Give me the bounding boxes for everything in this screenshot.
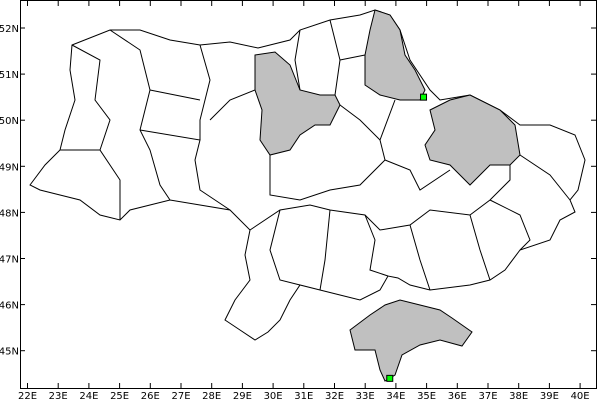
region-border (409, 224, 431, 291)
x-tick-label: 35E (417, 391, 436, 400)
x-tick-label: 32E (325, 391, 344, 400)
x-tick-label: 40E (571, 391, 590, 400)
y-tick-label: 49N (0, 162, 19, 173)
country-outline (29, 9, 586, 341)
x-tick-label: 39E (540, 391, 559, 400)
region-border (339, 99, 396, 141)
x-tick-label: 22E (18, 391, 37, 400)
region-border (519, 154, 571, 201)
y-tick-label: 48N (0, 208, 19, 219)
region-border (364, 214, 389, 277)
y-tick-label: 47N (0, 255, 19, 266)
y-tick-label: 52N (0, 24, 19, 35)
highlighted-region (254, 51, 341, 156)
highlighted-region (349, 299, 473, 382)
region-border (339, 54, 366, 61)
region-border (139, 129, 231, 211)
y-tick-label: 45N (0, 347, 19, 358)
region-border (469, 214, 491, 281)
x-tick-label: 33E (356, 391, 375, 400)
region-border (209, 89, 256, 121)
x-tick-label: 25E (110, 391, 129, 400)
y-tick-label: 51N (0, 70, 19, 81)
x-tick-label: 26E (141, 391, 160, 400)
region-border (269, 209, 301, 286)
location-marker (420, 93, 428, 101)
region-border (249, 165, 511, 231)
highlighted-region (424, 94, 521, 186)
x-tick-label: 29E (233, 391, 252, 400)
highlighted-region (364, 9, 426, 101)
y-tick-label: 46N (0, 301, 19, 312)
x-tick-label: 28E (202, 391, 221, 400)
x-tick-label: 23E (49, 391, 68, 400)
region-border (149, 89, 201, 101)
x-tick-label: 38E (509, 391, 528, 400)
x-tick-label: 31E (294, 391, 313, 400)
x-tick-label: 27E (171, 391, 190, 400)
x-tick-label: 36E (448, 391, 467, 400)
y-tick-label: 50N (0, 116, 19, 127)
region-border (384, 159, 451, 191)
region-border (71, 44, 121, 220)
x-tick-label: 37E (478, 391, 497, 400)
region-border (489, 199, 531, 251)
map-frame (20, 0, 597, 389)
region-border (319, 209, 331, 291)
x-tick-label: 34E (386, 391, 405, 400)
region-border (199, 44, 211, 140)
x-tick-label: 24E (79, 391, 98, 400)
x-tick-label: 30E (264, 391, 283, 400)
location-marker (386, 374, 394, 382)
region-border (294, 29, 301, 91)
